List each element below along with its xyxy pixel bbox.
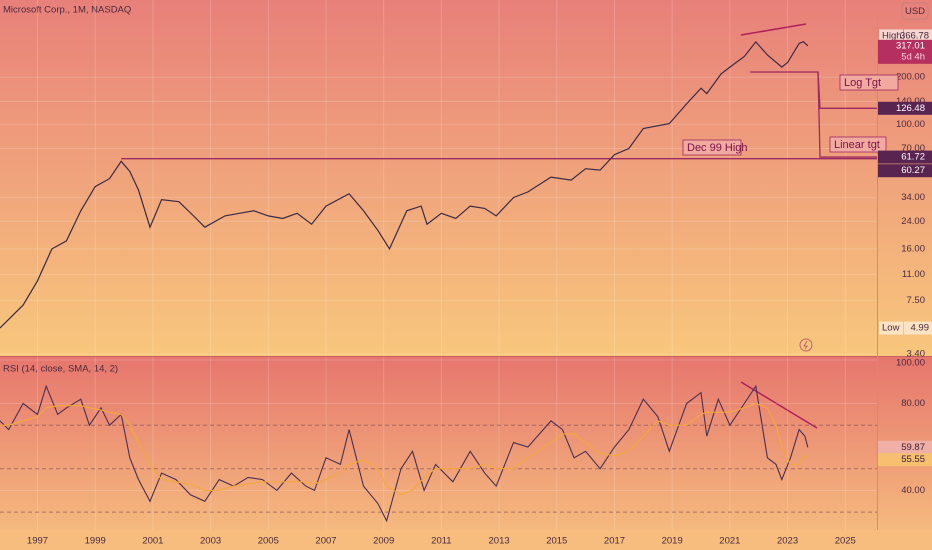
low-value-box bbox=[904, 321, 932, 335]
rsi-title: RSI (14, close, SMA, 14, 2) bbox=[3, 364, 118, 375]
x-tick-label: 2025 bbox=[835, 536, 856, 547]
high-value-box bbox=[904, 29, 932, 43]
y-tick-label: 7.50 bbox=[907, 295, 926, 306]
rsi-last-badge-box bbox=[878, 440, 932, 454]
x-tick-label: 2003 bbox=[200, 536, 221, 547]
rsi-last-badge: 59.87 bbox=[901, 442, 925, 453]
high-label-box bbox=[879, 29, 903, 43]
log-target-badge: 126.48 bbox=[896, 103, 925, 114]
linear-target-line bbox=[817, 71, 877, 158]
rsi-last-badge: 55.55 bbox=[901, 454, 925, 465]
rsi-last-badge-box bbox=[878, 453, 932, 467]
x-tick-label: 1999 bbox=[85, 536, 106, 547]
x-tick-label: 2015 bbox=[546, 536, 567, 547]
dec99-badge-box bbox=[878, 164, 932, 178]
y-tick-label: 100.00 bbox=[896, 119, 925, 130]
x-tick-label: 2021 bbox=[719, 536, 740, 547]
y-tick-label: 11.00 bbox=[902, 269, 925, 280]
currency-box[interactable] bbox=[901, 2, 929, 20]
y-tick-label: 16.00 bbox=[901, 243, 925, 254]
x-tick-label: 1997 bbox=[27, 536, 48, 547]
low-label-box bbox=[879, 321, 903, 335]
rsi-pane bbox=[0, 357, 932, 530]
annotation-label: Linear tgt bbox=[834, 139, 880, 151]
y-tick-label: 24.00 bbox=[901, 216, 925, 227]
alert-icon-bolt bbox=[803, 340, 808, 350]
linear-target-badge-box bbox=[878, 150, 932, 164]
countdown: 5d 4h bbox=[901, 51, 925, 62]
y-tick-label: 70.00 bbox=[901, 143, 925, 154]
high-label: High bbox=[882, 30, 902, 41]
annotation-box bbox=[682, 139, 742, 156]
low-label: Low bbox=[882, 323, 900, 334]
x-tick-label: 2023 bbox=[777, 536, 798, 547]
x-tick-label: 2019 bbox=[662, 536, 683, 547]
last-price: 317.01 bbox=[896, 40, 925, 51]
log-target-badge-box bbox=[878, 101, 932, 115]
x-tick-label: 2009 bbox=[373, 536, 394, 547]
y-tick-label: 34.00 bbox=[901, 192, 925, 203]
price-line bbox=[0, 40, 809, 329]
chart-title: Microsoft Corp., 1M, NASDAQ bbox=[3, 5, 131, 16]
y-tick-label: 200.00 bbox=[896, 72, 925, 83]
dec99-badge: 60.27 bbox=[901, 165, 925, 176]
alert-icon[interactable] bbox=[799, 338, 813, 352]
annotation-box bbox=[839, 74, 899, 91]
y-tick-label: 140.00 bbox=[896, 96, 925, 107]
currency: USD bbox=[905, 6, 925, 17]
y-tick-label: 40.00 bbox=[901, 485, 925, 496]
x-tick-label: 2013 bbox=[489, 536, 510, 547]
x-tick-label: 2007 bbox=[315, 536, 336, 547]
linear-target-badge: 61.72 bbox=[901, 152, 925, 163]
x-tick-label: 2017 bbox=[604, 536, 625, 547]
last-price-box bbox=[878, 39, 932, 64]
annotation-box bbox=[829, 136, 887, 153]
x-tick-label: 2005 bbox=[258, 536, 279, 547]
main-pane bbox=[0, 0, 932, 356]
annotation-label: Dec 99 High bbox=[687, 142, 748, 154]
high-value: 366.78 bbox=[900, 30, 929, 41]
y-tick-label: 100.00 bbox=[896, 358, 925, 369]
x-tick-label: 2011 bbox=[431, 536, 451, 547]
y-tick-label: 80.00 bbox=[901, 398, 925, 409]
trend-line bbox=[740, 23, 807, 36]
y-tick-label: 3.40 bbox=[907, 349, 926, 360]
x-tick-label: 2001 bbox=[142, 536, 163, 547]
annotation-label: Log Tgt bbox=[844, 77, 881, 89]
low-value: 4.99 bbox=[911, 323, 930, 334]
rsi-line bbox=[0, 402, 808, 496]
time-axis bbox=[0, 530, 932, 550]
